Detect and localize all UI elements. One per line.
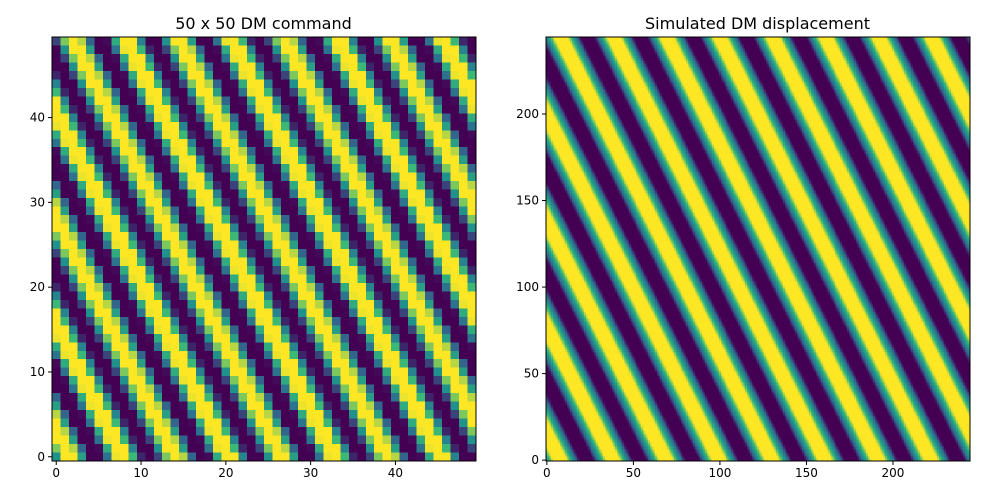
y-tick-label: 100 [516,280,539,294]
heatmap-raster [546,37,970,461]
heatmap-image [546,37,970,461]
y-axis-ticks: 0 10 20 30 40 [30,111,52,464]
y-tick-label: 10 [30,365,45,379]
x-tick-label: 40 [388,466,403,480]
x-tick-label: 10 [133,466,148,480]
x-tick-label: 0 [543,466,551,480]
heatmap-image [52,37,476,461]
x-axis-ticks: 0 50 100 150 200 [543,461,904,480]
y-tick-label: 0 [531,453,539,467]
panel-dm-command: 50 x 50 DM command 0 10 20 30 40 0 10 20 30 40 [30,14,477,480]
x-tick-label: 150 [795,466,818,480]
x-axis-ticks: 0 10 20 30 40 [52,461,403,480]
x-tick-label: 200 [882,466,905,480]
x-tick-label: 50 [626,466,641,480]
x-tick-label: 30 [303,466,318,480]
plot-frame [545,36,971,462]
x-tick-label: 0 [52,466,60,480]
x-tick-label: 100 [708,466,731,480]
panel-dm-displacement: Simulated DM displacement 0 50 100 150 200 0… [516,14,971,480]
x-tick-label: 20 [218,466,233,480]
y-tick-label: 150 [516,194,539,208]
y-tick-label: 0 [37,450,45,464]
y-tick-label: 30 [30,195,45,209]
y-tick-label: 40 [30,111,45,125]
chart-title: 50 x 50 DM command [175,14,352,33]
y-tick-label: 200 [516,107,539,121]
y-tick-label: 20 [30,280,45,294]
y-axis-ticks: 0 50 100 150 200 [516,107,546,467]
heatmap-raster [52,37,476,461]
plot-frame [51,36,477,462]
y-tick-label: 50 [524,367,539,381]
chart-title: Simulated DM displacement [645,14,870,33]
